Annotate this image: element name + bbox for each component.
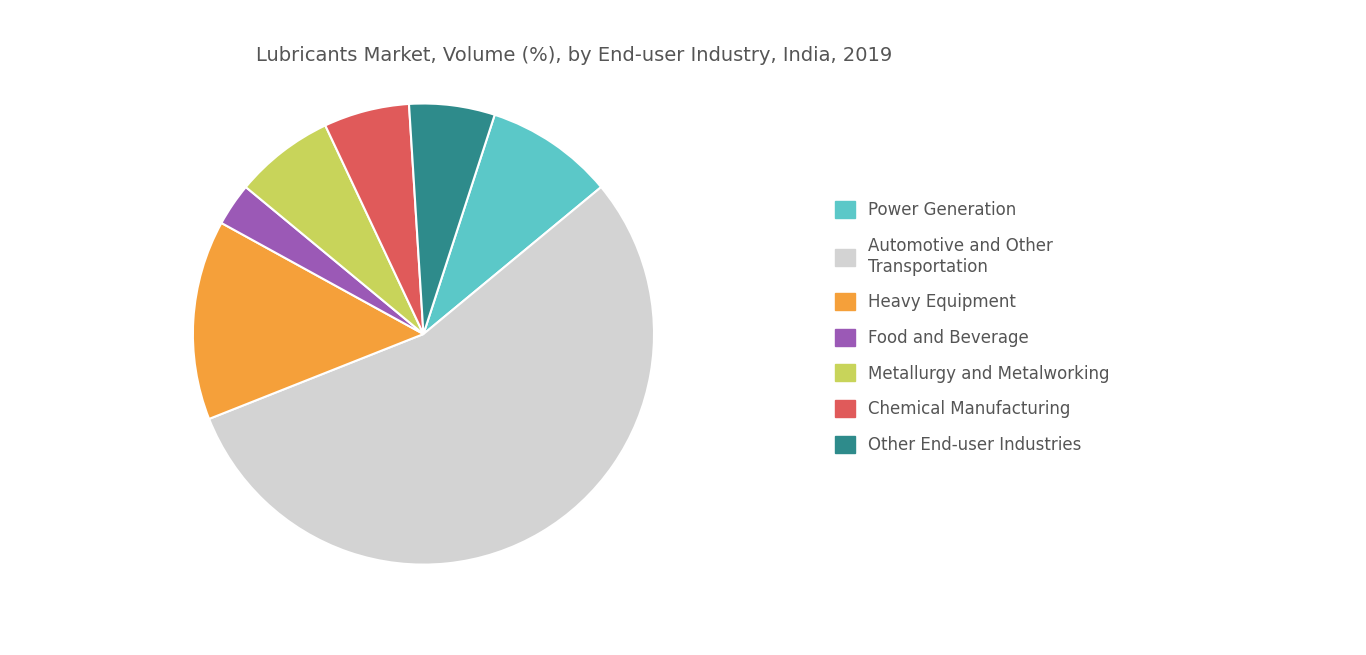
Wedge shape [325,104,423,334]
Wedge shape [423,115,601,334]
Wedge shape [246,126,423,334]
Wedge shape [209,187,654,565]
Wedge shape [193,223,423,419]
Wedge shape [408,103,494,334]
Text: Lubricants Market, Volume (%), by End-user Industry, India, 2019: Lubricants Market, Volume (%), by End-us… [255,46,892,65]
Wedge shape [221,187,423,334]
Legend: Power Generation, Automotive and Other
Transportation, Heavy Equipment, Food and: Power Generation, Automotive and Other T… [828,195,1116,460]
